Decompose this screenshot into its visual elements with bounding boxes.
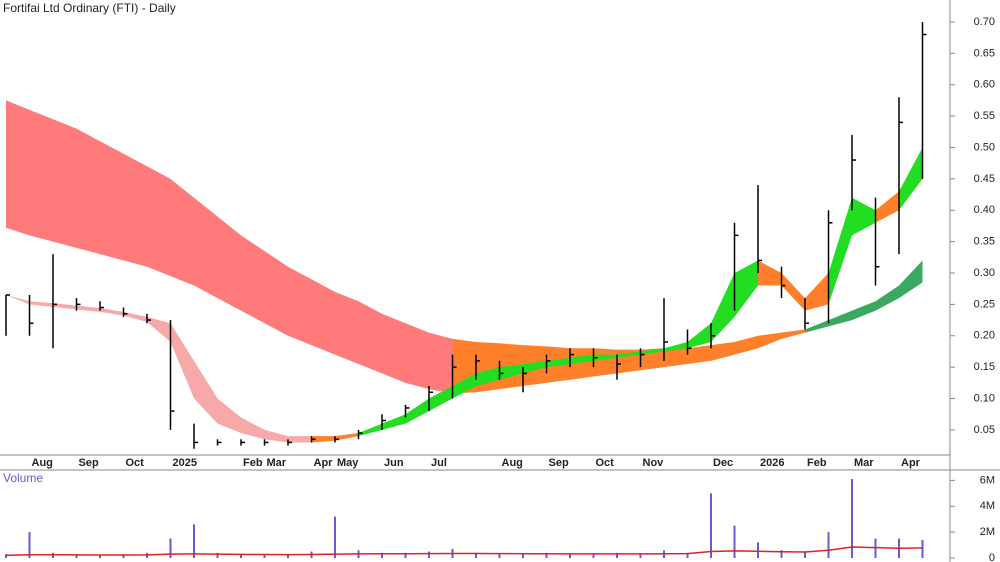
volume-bar	[733, 525, 736, 558]
x-tick-label: 2025	[173, 457, 197, 469]
y-tick-label: 0.50	[974, 141, 995, 153]
volume-bar	[122, 554, 125, 558]
y-tick-label: 4M	[980, 500, 995, 512]
band	[758, 260, 829, 311]
x-tick-label: Sep	[79, 457, 99, 469]
y-tick-label: 6M	[980, 474, 995, 486]
volume-bar	[404, 552, 407, 558]
volume-bar	[827, 532, 830, 558]
volume-bar	[616, 552, 618, 558]
volume-title: Volume	[3, 471, 43, 485]
volume-bar	[710, 493, 712, 558]
y-tick-label: 2M	[980, 526, 995, 538]
x-tick-label: Dec	[713, 457, 733, 469]
volume-bar	[804, 551, 806, 558]
volume-bar	[216, 552, 219, 558]
x-tick-label: Oct	[596, 457, 615, 469]
band	[6, 100, 453, 394]
band	[805, 260, 923, 333]
volume-bar	[28, 532, 31, 558]
y-tick-label: 0.55	[974, 110, 995, 122]
x-tick-label: 2026	[760, 457, 784, 469]
x-tick-label: Jul	[431, 457, 447, 469]
band	[875, 191, 899, 223]
band	[828, 197, 876, 305]
x-tick-label: Apr	[314, 457, 334, 469]
band	[358, 260, 758, 437]
volume-bar	[287, 554, 289, 558]
y-tick-label: 0.20	[974, 330, 995, 342]
volume-bar	[851, 479, 853, 558]
y-tick-label: 0.70	[974, 16, 995, 28]
volume-bar	[99, 555, 101, 558]
y-tick-label: 0.15	[974, 361, 995, 373]
x-tick-label: Feb	[243, 457, 263, 469]
x-tick-label: Jun	[384, 457, 404, 469]
y-tick-label: 0.45	[974, 173, 995, 185]
x-tick-label: Nov	[643, 457, 665, 469]
volume-bar	[921, 539, 924, 558]
volume-bar	[169, 538, 172, 558]
y-tick-label: 0	[989, 552, 995, 562]
volume-bar	[757, 542, 759, 558]
volume-average	[5, 546, 923, 557]
volume-bar	[334, 516, 336, 558]
x-tick-label: Mar	[267, 457, 287, 469]
y-tick-label: 0.65	[974, 47, 995, 59]
x-tick-label: Aug	[502, 457, 523, 469]
x-tick-label: Feb	[807, 457, 827, 469]
chart-title: Fortifai Ltd Ordinary (FTI) - Daily	[3, 1, 176, 15]
y-tick-label: 0.30	[974, 267, 995, 279]
volume-bar	[240, 554, 242, 558]
volume-bar	[75, 554, 78, 558]
volume-bar	[475, 552, 477, 558]
volume-bar	[592, 554, 595, 558]
y-tick-label: 0.25	[974, 298, 995, 310]
volume-bar	[686, 552, 689, 558]
x-tick-label: May	[337, 457, 359, 469]
volume-bar	[545, 552, 548, 558]
y-tick-label: 0.35	[974, 236, 995, 248]
volume-bar	[193, 524, 195, 558]
x-tick-label: Aug	[32, 457, 53, 469]
x-tick-label: Mar	[854, 457, 874, 469]
band	[452, 329, 805, 394]
volume-bar	[498, 554, 501, 558]
volume-bar	[381, 552, 383, 558]
y-tick-label: 0.05	[974, 424, 995, 436]
volume-bar	[569, 554, 571, 558]
x-tick-label: Apr	[901, 457, 921, 469]
x-tick-label: Sep	[549, 457, 569, 469]
y-tick-label: 0.10	[974, 392, 995, 404]
y-tick-label: 0.60	[974, 79, 995, 91]
band	[6, 294, 312, 443]
volume-bar	[639, 554, 642, 558]
volume-bar	[522, 554, 524, 558]
y-tick-label: 0.40	[974, 204, 995, 216]
volume-bar	[428, 551, 430, 558]
x-tick-label: Oct	[126, 457, 145, 469]
band	[899, 147, 923, 211]
volume-bar	[263, 554, 266, 558]
volume-bar	[780, 550, 783, 558]
volume-bar	[5, 554, 7, 558]
